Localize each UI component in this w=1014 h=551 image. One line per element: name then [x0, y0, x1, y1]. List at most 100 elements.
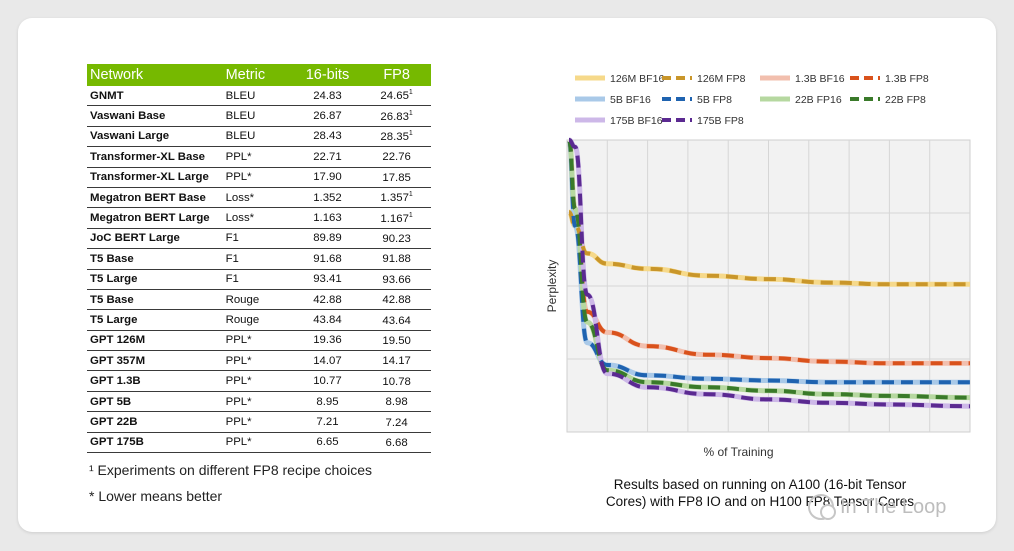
cell-16bits: 8.95: [292, 391, 363, 413]
cell-network: GPT 126M: [87, 330, 223, 352]
cell-fp8: 90.23: [362, 228, 431, 250]
table-header-row: Network Metric 16-bits FP8: [87, 64, 431, 86]
header-fp8: FP8: [362, 64, 431, 86]
cell-fp8: 10.78: [362, 370, 431, 392]
cell-metric: PPL*: [222, 350, 293, 372]
x-axis-label: % of Training: [703, 445, 773, 459]
cell-metric: F1: [222, 228, 293, 250]
cell-16bits: 89.89: [292, 228, 363, 250]
cell-metric: PPL*: [222, 432, 293, 454]
cell-16bits: 19.36: [292, 330, 363, 352]
series-line-126m-fp8: [567, 210, 970, 287]
cell-network: Vaswani Large: [87, 126, 223, 148]
footnote-marker: 1: [408, 89, 413, 97]
cell-metric: PPL*: [222, 411, 293, 433]
table-row: T5 Base F1 91.68 91.88: [87, 248, 431, 270]
cell-fp8: 42.88: [362, 289, 431, 311]
cell-metric: BLEU: [222, 105, 293, 127]
cell-metric: PPL*: [222, 330, 293, 352]
cell-fp8: 14.17: [362, 350, 431, 372]
caption-line-1: Results based on running on A100 (16-bit…: [613, 477, 907, 492]
table-row: GPT 357M PPL* 14.07 14.17: [87, 350, 431, 372]
cell-16bits: 10.77: [292, 370, 363, 392]
cell-network: GPT 175B: [87, 432, 223, 454]
cell-network: GPT 1.3B: [87, 370, 223, 392]
footnote-marker: 1: [408, 130, 413, 138]
series-lines: [566, 137, 971, 409]
table-body: GNMT BLEU 24.83 24.651 Vaswani Base BLEU 26.87…: [87, 86, 431, 454]
cell-network: JoC BERT Large: [87, 228, 223, 250]
cell-fp8: 1.1671: [362, 207, 431, 229]
cell-16bits: 17.90: [292, 167, 363, 188]
cell-metric: Loss*: [222, 187, 293, 209]
header-network: Network: [87, 64, 223, 86]
cell-fp8: 43.64: [362, 309, 431, 331]
table-row: GNMT BLEU 24.83 24.651: [87, 86, 431, 107]
footnote-marker: 1: [408, 211, 413, 219]
table-row: GPT 5B PPL* 8.95 8.98: [87, 391, 431, 413]
table-row: Transformer-XL Large PPL* 17.90 17.85: [87, 167, 431, 188]
cell-metric: Loss*: [222, 207, 293, 229]
cell-16bits: 22.71: [292, 146, 363, 168]
table-row: T5 Large Rouge 43.84 43.64: [87, 309, 431, 331]
table-row: T5 Large F1 93.41 93.66: [87, 269, 431, 290]
table-row: GPT 1.3B PPL* 10.77 10.78: [87, 370, 431, 392]
cell-16bits: 43.84: [292, 309, 363, 331]
cell-metric: Rouge: [222, 309, 293, 331]
cell-network: T5 Large: [87, 309, 223, 331]
cell-metric: BLEU: [222, 126, 293, 148]
cell-16bits: 14.07: [292, 350, 363, 372]
cell-fp8: 28.351: [362, 126, 431, 148]
cell-network: Transformer-XL Base: [87, 146, 223, 168]
cell-fp8: 8.98: [362, 391, 431, 413]
cell-fp8: 17.85: [362, 167, 431, 188]
chart-caption: Results based on running on A100 (16-bit…: [560, 476, 960, 510]
table-row: JoC BERT Large F1 89.89 90.23: [87, 228, 431, 250]
cell-network: T5 Base: [87, 289, 223, 311]
footnote-recipe: ¹ Experiments on different FP8 recipe ch…: [89, 462, 372, 478]
cell-network: GNMT: [87, 86, 223, 107]
footnote-lower-better: * Lower means better: [89, 488, 223, 504]
cell-fp8: 6.68: [362, 432, 431, 454]
series-line-5b-fp8: [567, 138, 970, 385]
cell-16bits: 7.21: [292, 411, 363, 433]
cell-16bits: 42.88: [292, 289, 363, 311]
cell-fp8: 19.50: [362, 330, 431, 352]
legend-label: 5B FP8: [697, 94, 732, 106]
cell-metric: F1: [222, 269, 293, 290]
cell-16bits: 1.163: [292, 207, 363, 229]
cell-16bits: 24.83: [292, 86, 363, 107]
cell-metric: PPL*: [222, 391, 293, 413]
table-row: Megatron BERT Large Loss* 1.163 1.1671: [87, 207, 431, 229]
legend-label: 175B BF16: [610, 115, 663, 127]
table-row: Vaswani Large BLEU 28.43 28.351: [87, 126, 431, 148]
table-row: Vaswani Base BLEU 26.87 26.831: [87, 105, 431, 127]
cell-16bits: 6.65: [292, 432, 363, 454]
table-row: Megatron BERT Base Loss* 1.352 1.3571: [87, 187, 431, 209]
table-row: Transformer-XL Base PPL* 22.71 22.76: [87, 146, 431, 168]
cell-metric: Rouge: [222, 289, 293, 311]
header-16bits: 16-bits: [292, 64, 363, 86]
cell-fp8: 1.3571: [362, 187, 431, 209]
legend-label: 5B BF16: [610, 94, 651, 106]
cell-network: GPT 5B: [87, 391, 223, 413]
cell-16bits: 93.41: [292, 269, 363, 290]
series-line-175b-fp8: [568, 138, 971, 409]
cell-16bits: 28.43: [292, 126, 363, 148]
cell-network: GPT 357M: [87, 350, 223, 372]
cell-fp8: 7.24: [362, 411, 431, 433]
legend-label: 1.3B BF16: [795, 73, 845, 85]
table-row: T5 Base Rouge 42.88 42.88: [87, 289, 431, 311]
cell-fp8: 26.831: [362, 105, 431, 127]
cell-16bits: 26.87: [292, 105, 363, 127]
cell-metric: BLEU: [222, 86, 293, 107]
chart-legend: 126M BF16 126M FP8 1.3B BF16 1.3B FP8 5B BF1…: [575, 73, 929, 127]
cell-fp8: 91.88: [362, 248, 431, 270]
perplexity-chart: 126M BF16 126M FP8 1.3B BF16 1.3B FP8 5B BF1…: [545, 73, 971, 459]
cell-metric: PPL*: [222, 370, 293, 392]
series-line-22b-fp8: [567, 138, 971, 400]
legend-label: 22B FP8: [885, 94, 926, 106]
legend-label: 22B FP16: [795, 94, 842, 106]
cell-fp8: 24.651: [362, 86, 431, 107]
cell-network: T5 Large: [87, 269, 223, 290]
